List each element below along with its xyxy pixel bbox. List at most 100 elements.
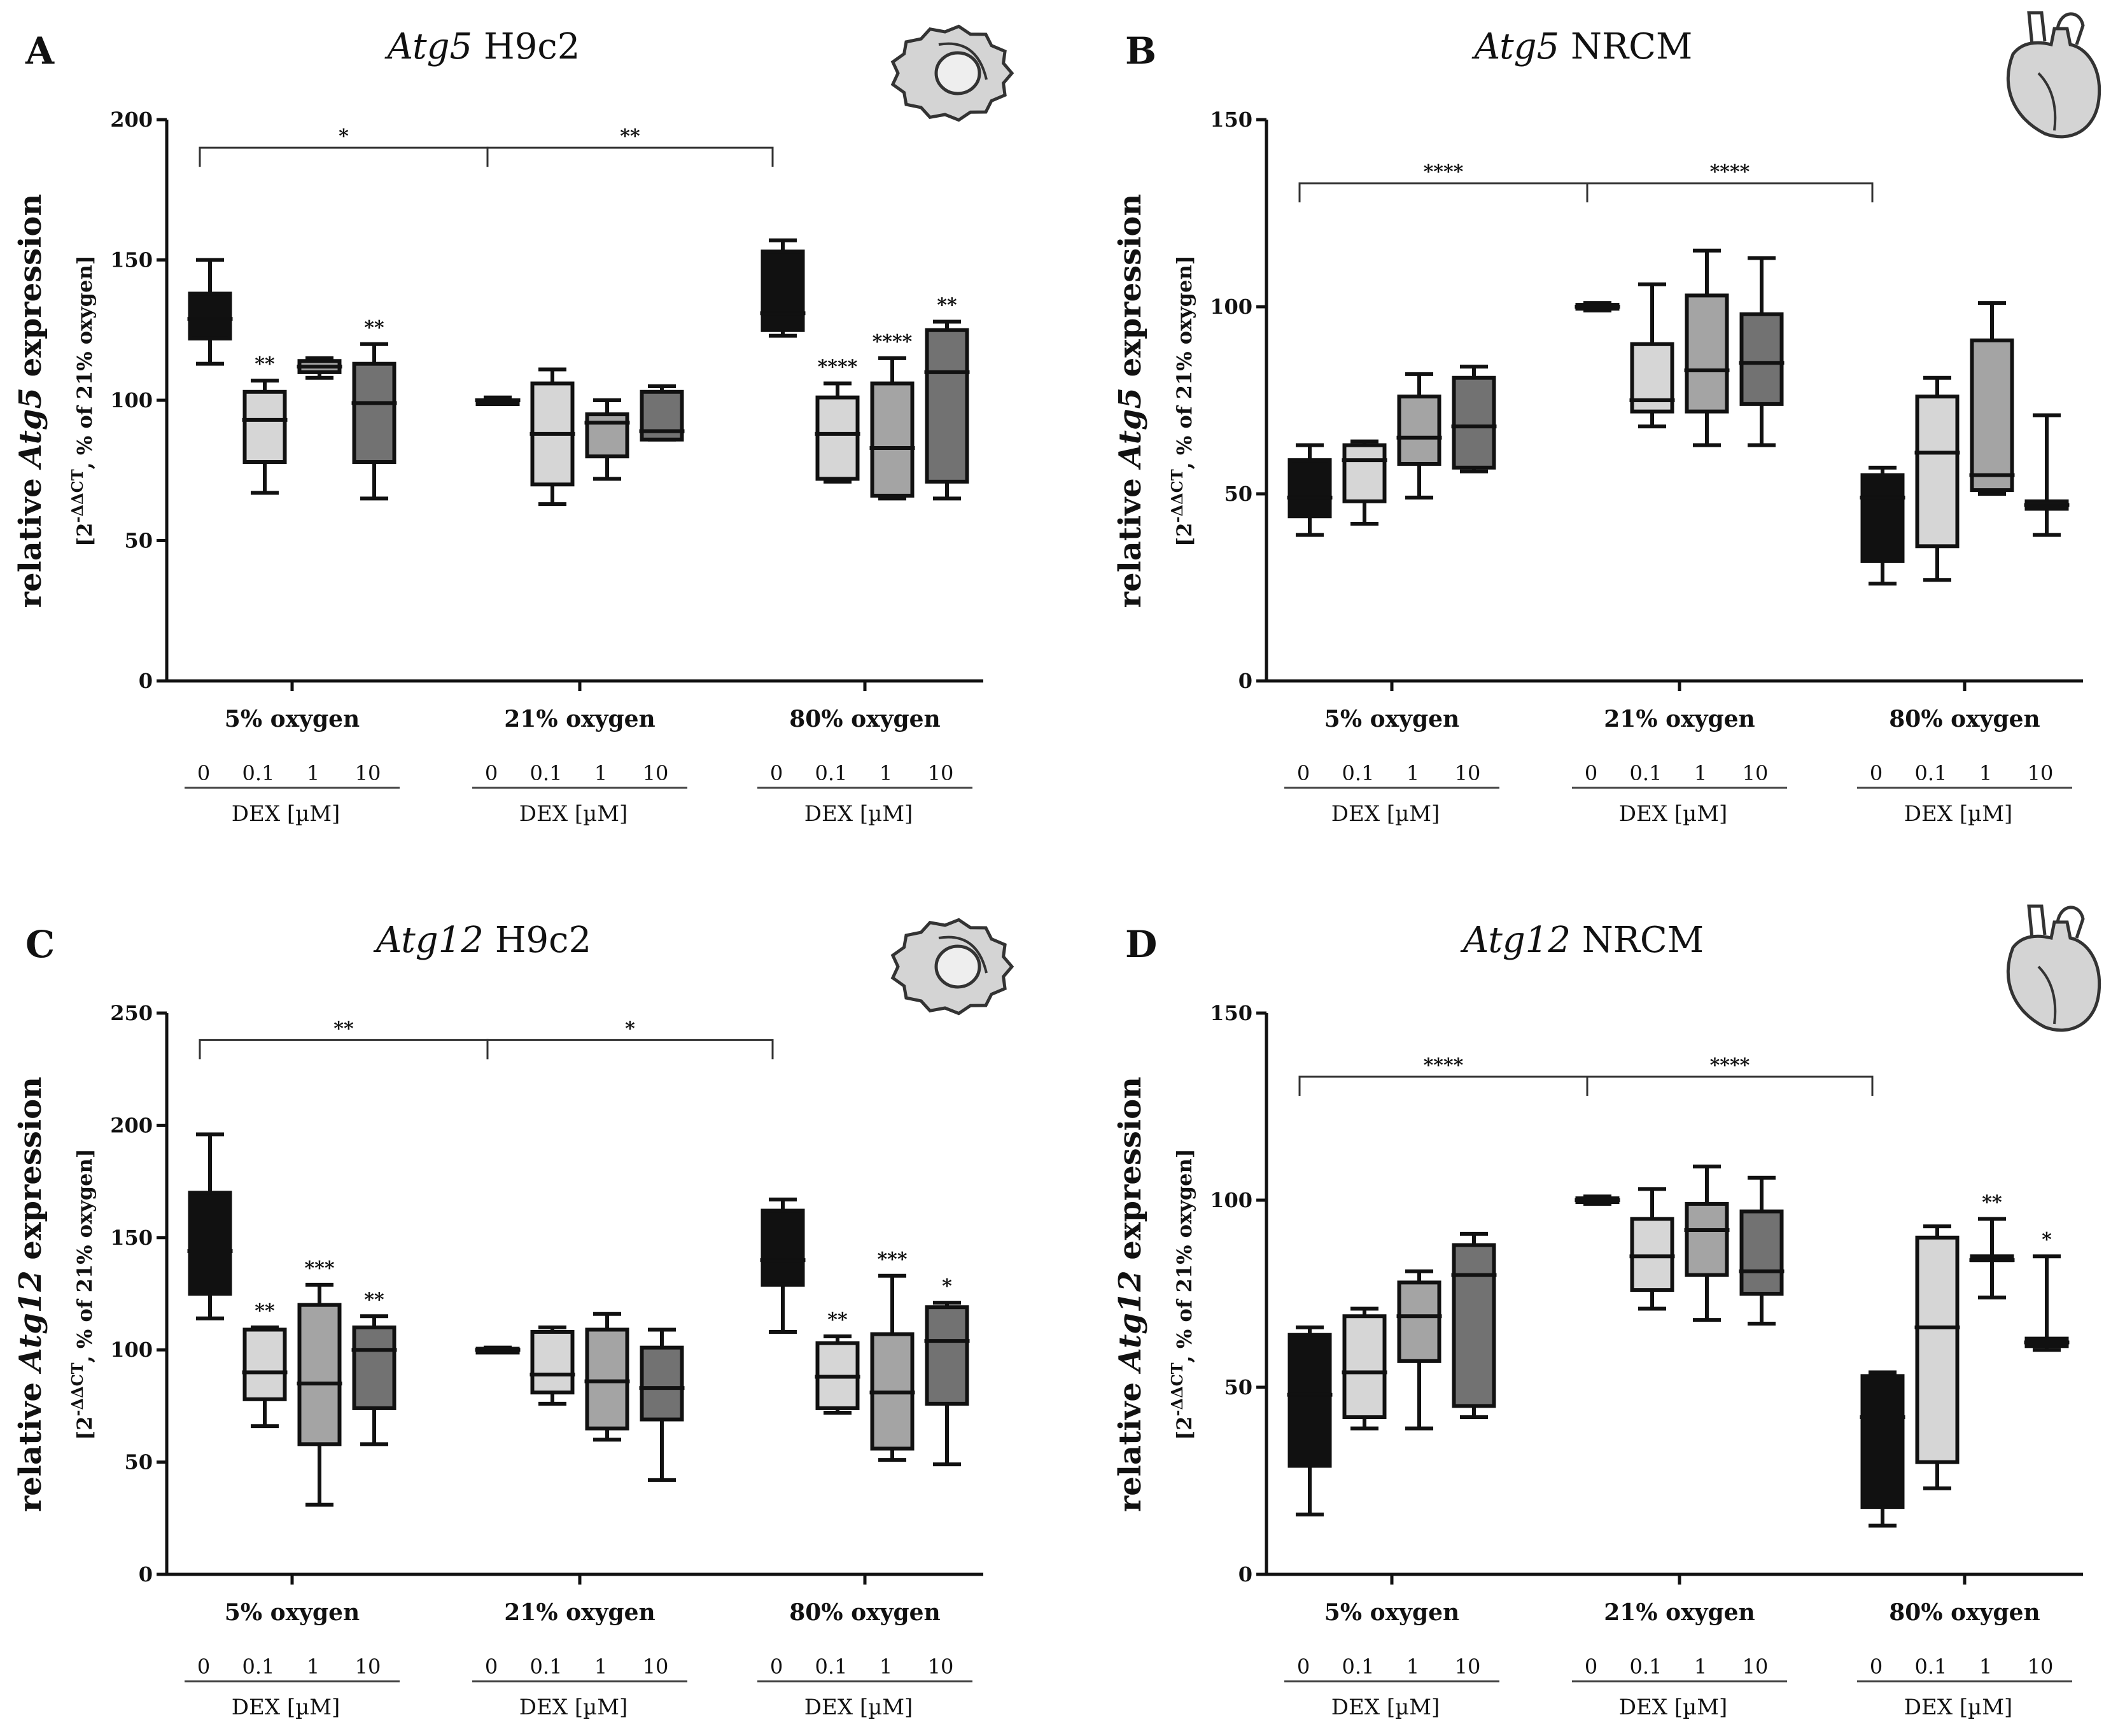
box-80oxygen-dose-0.1 [1914,1224,1960,1490]
box-iqr [188,291,232,340]
bracket-label: * [625,1018,635,1040]
box-iqr [585,412,629,459]
dose-label: 1 [880,761,892,785]
panel-letter: C [25,923,55,966]
significance-label: * [2042,1229,2052,1251]
dose-label: 10 [1743,761,1769,785]
box-21oxygen-dose-0 [1574,301,1620,312]
box-21oxygen-dose-10 [1739,1175,1785,1326]
dose-label: 0 [485,1655,498,1679]
box-iqr [925,1305,969,1406]
y-tick-label: 150 [110,1226,153,1250]
box-5oxygen-dose-1: *** [297,1257,342,1507]
dex-label: DEX [µM] [804,801,913,827]
significance-bracket [1586,1075,1874,1096]
box-5oxygen-dose-0 [1287,1325,1333,1516]
heart-body [2006,27,2101,139]
box-21oxygen-dose-0.1 [1629,1187,1675,1311]
dose-label: 0 [1585,761,1597,785]
dose-label: 1 [1406,761,1419,785]
box-iqr [585,1327,629,1431]
box-80oxygen-dose-0 [1860,465,1905,586]
box-5oxygen-dose-0 [1287,443,1333,537]
y-tick-label: 100 [1210,295,1252,319]
group-label: 80% oxygen [1889,1599,2040,1626]
group-label: 80% oxygen [789,706,940,732]
box-5oxygen-dose-0.1 [1342,1306,1387,1431]
group-label: 5% oxygen [1324,706,1459,732]
y-axis-label: relative Atg12 expression [13,1077,48,1512]
significance-label: *** [877,1249,907,1271]
dose-label: 0.1 [1342,761,1375,785]
y-tick-label: 0 [1238,1562,1252,1586]
box-21oxygen-dose-1 [584,398,630,481]
box-iqr [1739,312,1784,406]
y-tick-label: 200 [110,108,153,132]
box-5oxygen-dose-0.1 [1342,439,1387,526]
bracket-label: **** [1710,1054,1750,1077]
box-21oxygen-dose-0.1 [1629,282,1675,429]
bracket-label: ** [333,1018,354,1040]
dose-label: 0 [770,1655,783,1679]
significance-bracket [486,146,774,167]
cell-organelle [938,935,988,974]
box-5oxygen-dose-1 [1396,372,1442,500]
panel-title: Atg12 H9c2 [373,920,591,961]
box-iqr [870,381,915,498]
dose-label: 1 [1979,761,1992,785]
significance-bracket [486,1039,774,1060]
y-tick-label: 200 [110,1113,153,1137]
dex-label: DEX [µM] [232,801,340,827]
box-80oxygen-dose-1: ** [1969,1191,2015,1299]
dose-label: 0.1 [530,761,563,785]
group-label: 80% oxygen [1889,706,2040,732]
cell-organelle [938,42,988,80]
cell-icon [890,24,1014,122]
heart-vessels [2027,904,2085,939]
dose-label: 0.1 [242,761,275,785]
dose-label: 0 [197,761,210,785]
dose-label: 0.1 [1342,1655,1375,1679]
box-iqr [1860,1374,1905,1509]
significance-label: ** [1982,1191,2002,1214]
dex-label: DEX [µM] [1619,1695,1728,1720]
y-tick-label: 0 [139,669,153,693]
box-iqr [640,1345,684,1422]
dose-label: 10 [643,1655,669,1679]
dose-label: 10 [2028,761,2054,785]
y-tick-label: 0 [1238,669,1252,693]
box-iqr [1452,1243,1496,1408]
panel-title: Atg12 NRCM [1460,920,1704,961]
box-80oxygen-dose-0 [1860,1370,1905,1528]
significance-bracket [199,146,489,167]
dose-label: 1 [307,1655,319,1679]
group-label: 21% oxygen [504,1599,655,1626]
y-axis-sublabel: [2-ΔΔCT, % of 21% oxygen] [68,255,97,547]
box-5oxygen-dose-10 [1451,365,1497,473]
box-iqr [761,249,805,332]
significance-bracket [199,1039,489,1060]
dose-label: 1 [1694,761,1707,785]
y-axis-sublabel: [2-ΔΔCT, % of 21% oxygen] [1168,255,1196,547]
significance-label: *** [304,1257,334,1280]
box-iqr [1397,395,1441,466]
significance-label: * [942,1275,952,1298]
box-iqr [352,361,396,465]
significance-label: ** [255,353,275,375]
group-label: 21% oxygen [504,706,655,732]
y-tick-label: 150 [110,248,153,272]
y-axis-label: relative Atg5 expression [1112,194,1148,608]
dose-label: 0 [485,761,498,785]
dose-label: 0.1 [1630,1655,1662,1679]
dex-label: DEX [µM] [804,1695,913,1720]
panel-letter: A [25,29,55,73]
box-iqr [1685,293,1729,414]
bracket-label: **** [1710,161,1750,183]
dose-label: 0.1 [530,1655,563,1679]
box-21oxygen-dose-1 [1684,248,1730,447]
box-5oxygen-dose-1 [297,356,342,380]
significance-label: ** [364,1289,384,1311]
y-tick-label: 100 [110,1338,153,1362]
